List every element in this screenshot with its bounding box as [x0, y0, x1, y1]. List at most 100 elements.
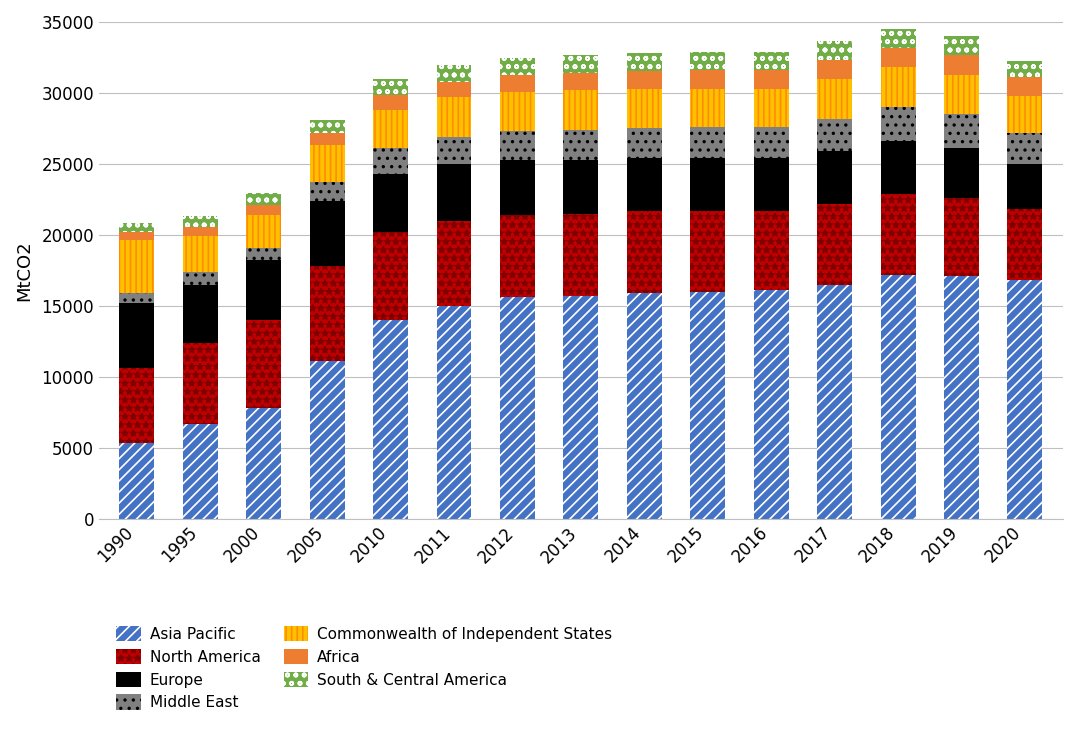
Bar	[500, 297, 535, 519]
Bar	[627, 293, 662, 519]
Bar	[500, 160, 535, 215]
Bar	[690, 89, 725, 127]
Bar	[944, 148, 979, 198]
Bar	[309, 201, 345, 266]
Bar	[437, 137, 471, 164]
Bar	[1008, 132, 1042, 164]
Bar	[564, 130, 598, 160]
Bar	[944, 198, 979, 276]
Bar	[246, 205, 281, 215]
Bar	[817, 204, 852, 285]
Bar	[309, 182, 345, 201]
Bar	[437, 221, 471, 306]
Bar	[500, 131, 535, 160]
Bar	[183, 217, 218, 227]
Bar	[944, 114, 979, 148]
Bar	[373, 95, 409, 110]
Bar	[183, 285, 218, 343]
Bar	[373, 79, 409, 95]
Bar	[627, 89, 662, 129]
Bar	[373, 110, 409, 148]
Bar	[373, 148, 409, 174]
Bar	[881, 141, 915, 194]
Bar	[1008, 95, 1042, 132]
Bar	[120, 223, 154, 232]
Bar	[1008, 78, 1042, 95]
Bar	[817, 285, 852, 519]
Bar	[627, 53, 662, 71]
Bar	[1008, 280, 1042, 519]
Bar	[183, 343, 218, 424]
Bar	[817, 118, 852, 151]
Bar	[120, 292, 154, 303]
Bar	[309, 120, 345, 133]
Bar	[881, 275, 915, 519]
Legend: Asia Pacific, North America, Europe, Middle East, Commonwealth of Independent St: Asia Pacific, North America, Europe, Mid…	[116, 626, 612, 710]
Bar	[437, 306, 471, 519]
Bar	[881, 194, 915, 275]
Bar	[120, 303, 154, 368]
Bar	[1008, 61, 1042, 78]
Bar	[754, 52, 789, 70]
Bar	[246, 408, 281, 519]
Bar	[1008, 164, 1042, 209]
Bar	[246, 260, 281, 320]
Bar	[373, 232, 409, 320]
Bar	[500, 75, 535, 92]
Bar	[564, 296, 598, 519]
Bar	[690, 211, 725, 292]
Bar	[437, 97, 471, 137]
Bar	[690, 292, 725, 519]
Bar	[754, 70, 789, 89]
Bar	[564, 214, 598, 296]
Bar	[564, 56, 598, 73]
Bar	[246, 248, 281, 260]
Bar	[944, 276, 979, 519]
Bar	[120, 368, 154, 443]
Bar	[627, 71, 662, 89]
Y-axis label: MtCO2: MtCO2	[15, 240, 33, 300]
Bar	[500, 92, 535, 131]
Bar	[564, 160, 598, 214]
Bar	[817, 60, 852, 78]
Bar	[183, 272, 218, 285]
Bar	[1008, 209, 1042, 280]
Bar	[437, 65, 471, 81]
Bar	[500, 58, 535, 75]
Bar	[881, 47, 915, 67]
Bar	[564, 73, 598, 90]
Bar	[944, 75, 979, 114]
Bar	[881, 67, 915, 107]
Bar	[754, 290, 789, 519]
Bar	[754, 158, 789, 211]
Bar	[754, 127, 789, 158]
Bar	[183, 227, 218, 236]
Bar	[817, 41, 852, 60]
Bar	[437, 81, 471, 97]
Bar	[564, 90, 598, 130]
Bar	[944, 55, 979, 75]
Bar	[817, 151, 852, 204]
Bar	[246, 320, 281, 408]
Bar	[309, 146, 345, 182]
Bar	[120, 232, 154, 240]
Bar	[627, 129, 662, 158]
Bar	[437, 164, 471, 221]
Bar	[881, 29, 915, 47]
Bar	[309, 361, 345, 519]
Bar	[690, 70, 725, 89]
Bar	[754, 211, 789, 290]
Bar	[754, 89, 789, 127]
Bar	[309, 266, 345, 361]
Bar	[373, 174, 409, 232]
Bar	[627, 158, 662, 211]
Bar	[373, 320, 409, 519]
Bar	[120, 240, 154, 292]
Bar	[817, 78, 852, 118]
Bar	[309, 133, 345, 146]
Bar	[183, 424, 218, 519]
Bar	[690, 52, 725, 70]
Bar	[183, 236, 218, 272]
Bar	[690, 127, 725, 158]
Bar	[246, 215, 281, 248]
